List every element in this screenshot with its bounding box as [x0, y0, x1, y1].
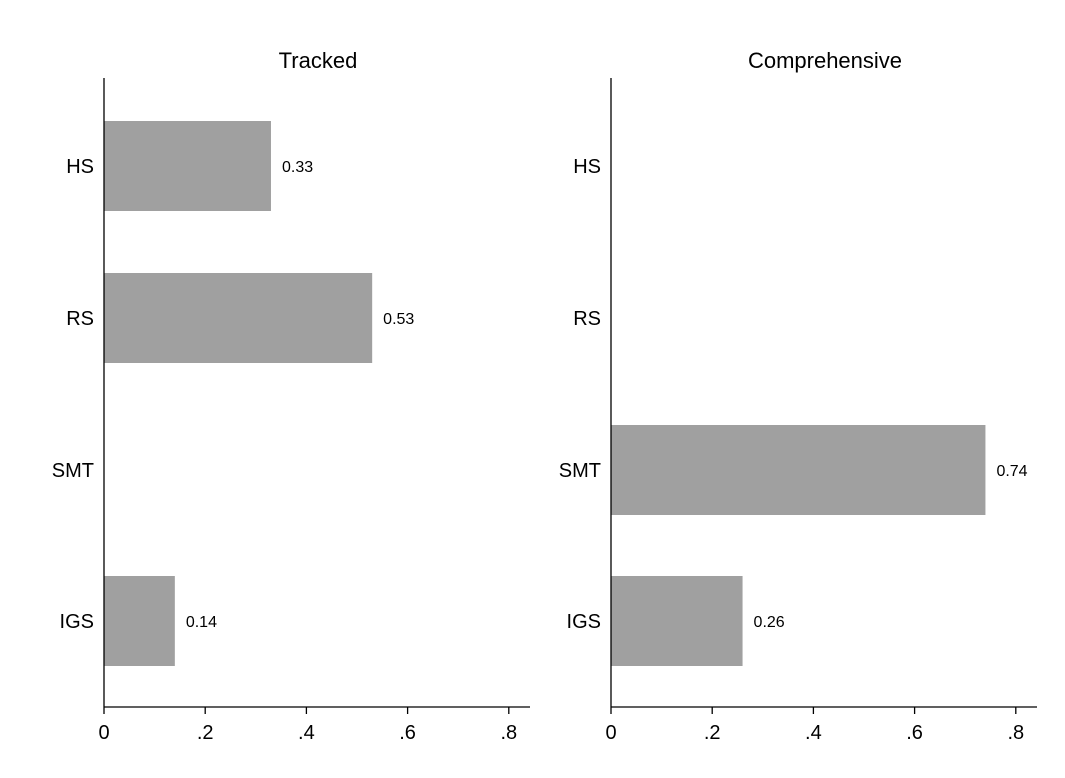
comprehensive-panel: Comprehensive 0.74 0.26 HS RS SMT IGS 0 .2 .4 .6.… — [559, 48, 1037, 744]
x-tick-label: .4 — [805, 722, 822, 744]
category-label: HS — [66, 156, 94, 178]
x-tick-label: 0 — [605, 722, 616, 744]
value-label: 0.53 — [383, 311, 414, 328]
bar-igs — [104, 576, 175, 666]
category-label: SMT — [559, 460, 601, 482]
x-tick-label: .8 — [500, 722, 517, 744]
bar-smt — [611, 425, 986, 515]
panel-title: Comprehensive — [748, 48, 902, 73]
category-label: RS — [66, 308, 94, 330]
value-label: 0.33 — [282, 159, 313, 176]
bar-igs — [611, 576, 743, 666]
category-label: IGS — [60, 611, 94, 633]
x-tick-label: .8 — [1007, 722, 1024, 744]
category-label: SMT — [52, 460, 94, 482]
tracked-panel: Tracked 0.33 0.53 0.14 HS RS SMT IGS 0 .2 .4 .6 .8 — [52, 48, 530, 744]
x-tick-label: .2 — [704, 722, 721, 744]
x-tick-label: .6 — [399, 722, 416, 744]
x-tick-label: .4 — [298, 722, 315, 744]
value-label: 0.74 — [996, 463, 1027, 480]
bar-rs — [104, 273, 373, 363]
value-label: 0.26 — [754, 614, 785, 631]
x-tick-label: 0 — [98, 722, 109, 744]
category-label: IGS — [567, 611, 601, 633]
value-label: 0.14 — [186, 614, 217, 631]
bar-hs — [104, 121, 271, 211]
x-tick-label: .6 — [906, 722, 923, 744]
category-label: RS — [573, 308, 601, 330]
category-label: HS — [573, 156, 601, 178]
panel-title: Tracked — [279, 48, 358, 73]
x-tick-label: .2 — [197, 722, 214, 744]
